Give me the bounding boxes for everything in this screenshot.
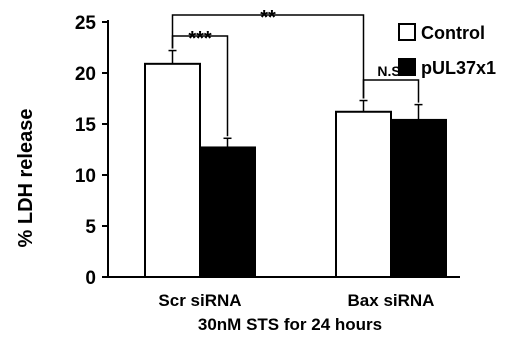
- x-axis-label: 30nM STS for 24 hours: [198, 315, 382, 334]
- significance-label: **: [260, 7, 276, 29]
- significance-label: N.S.: [377, 63, 404, 79]
- bar-control-1: [144, 62, 201, 278]
- significance-brackets: *****N.S.: [171, 7, 420, 137]
- y-tick-label: 20: [75, 64, 96, 85]
- category-label: Scr siRNA: [158, 291, 241, 310]
- y-axis-label: % LDH release: [15, 109, 37, 248]
- legend-label-pul37x1: pUL37x1: [421, 58, 496, 78]
- category-label: Bax siRNA: [348, 291, 435, 310]
- legend-label-control: Control: [421, 23, 485, 43]
- y-tick-label: 10: [75, 166, 96, 187]
- y-tick-label: 25: [75, 13, 97, 34]
- category-labels: Scr siRNA Bax siRNA: [158, 291, 434, 310]
- y-ticks: 0 5 10 15 20 25: [75, 13, 108, 289]
- significance-label: ***: [188, 28, 212, 50]
- legend-swatch-pul37x1: [398, 58, 416, 76]
- y-tick-label: 15: [75, 115, 97, 136]
- y-tick-label: 5: [85, 217, 96, 238]
- y-tick-label: 0: [85, 268, 96, 289]
- significance-bracket: [171, 14, 365, 99]
- significance-bracket: [362, 79, 420, 103]
- bar-control-2: [335, 110, 392, 279]
- legend-swatch-control: [398, 23, 416, 41]
- bars: [144, 62, 447, 279]
- error-bars: [168, 49, 423, 148]
- bar-pul37x1-2: [390, 118, 447, 278]
- bar-pul37x1-1: [199, 146, 256, 278]
- legend: Control pUL37x1: [398, 23, 496, 78]
